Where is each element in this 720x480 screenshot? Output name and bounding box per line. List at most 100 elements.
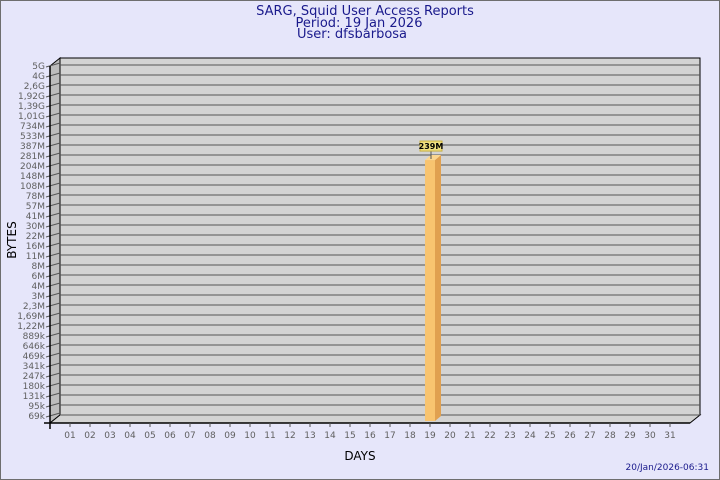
y-tick-mark	[45, 232, 61, 238]
x-axis-label: DAYS	[344, 449, 375, 463]
y-tick-label: 95k	[28, 402, 45, 412]
y-tick-mark	[45, 382, 61, 388]
y-tick-label: 78M	[26, 192, 45, 202]
y-tick-mark	[45, 202, 61, 208]
plot-back-wall	[59, 57, 701, 416]
x-tick-label: 02	[84, 431, 95, 441]
x-tick-label: 05	[144, 431, 155, 441]
y-tick-mark	[45, 322, 61, 328]
y-tick-label: 281M	[20, 152, 45, 162]
y-tick-mark	[45, 242, 61, 248]
x-tick-label: 21	[464, 431, 475, 441]
y-tick-label: 734M	[20, 122, 45, 132]
bar-top	[425, 155, 441, 161]
y-tick-label: 387M	[20, 142, 45, 152]
y-tick-label: 6M	[32, 272, 46, 282]
x-tick-label: 16	[364, 431, 376, 441]
y-tick-mark	[45, 72, 61, 78]
bar-side	[435, 155, 441, 421]
y-tick-label: 41M	[26, 212, 45, 222]
y-tick-label: 469k	[23, 352, 46, 362]
x-tick-label: 19	[424, 431, 436, 441]
y-tick-mark	[45, 172, 61, 178]
x-tick-label: 04	[124, 431, 136, 441]
y-tick-mark	[45, 392, 61, 398]
y-tick-mark	[45, 342, 61, 348]
bar-label-box	[419, 140, 443, 152]
y-tick-label: 1,01G	[18, 112, 45, 122]
y-tick-label: 889k	[23, 332, 46, 342]
y-tick-mark	[45, 112, 61, 118]
chart-user: User: dfsbarbosa	[297, 27, 407, 42]
y-tick-label: 69k	[28, 412, 45, 422]
y-tick-label: 108M	[20, 182, 45, 192]
y-tick-mark	[45, 222, 61, 228]
y-tick-label: 533M	[20, 132, 45, 142]
y-tick-mark	[45, 412, 61, 418]
y-tick-mark	[45, 362, 61, 368]
y-tick-label: 1,22M	[17, 322, 45, 332]
x-tick-label: 24	[524, 431, 536, 441]
chart-title: SARG, Squid User Access Reports	[256, 4, 474, 19]
x-tick-label: 07	[184, 431, 195, 441]
y-tick-mark	[45, 102, 61, 108]
x-tick-label: 30	[644, 431, 656, 441]
y-tick-mark	[45, 332, 61, 338]
y-tick-label: 1,92G	[18, 92, 45, 102]
y-tick-mark	[45, 252, 61, 258]
y-tick-mark	[45, 162, 61, 168]
y-tick-label: 4G	[32, 72, 45, 82]
y-tick-label: 5G	[32, 62, 45, 72]
x-tick-label: 10	[244, 431, 256, 441]
y-tick-mark	[45, 402, 61, 408]
x-tick-label: 09	[224, 431, 236, 441]
x-tick-label: 12	[284, 431, 295, 441]
x-tick-label: 27	[584, 431, 595, 441]
y-tick-label: 2,3M	[23, 302, 45, 312]
x-tick-label: 08	[204, 431, 216, 441]
y-tick-label: 30M	[26, 222, 45, 232]
y-tick-label: 341k	[23, 362, 46, 372]
y-tick-label: 131k	[23, 392, 46, 402]
y-tick-mark	[45, 122, 61, 128]
x-tick-label: 11	[264, 431, 275, 441]
y-tick-mark	[45, 92, 61, 98]
y-tick-label: 22M	[26, 232, 45, 242]
x-tick-label: 17	[384, 431, 395, 441]
x-tick-label: 22	[484, 431, 495, 441]
y-tick-mark	[45, 262, 61, 268]
y-tick-label: 1,69M	[17, 312, 45, 322]
plot-floor	[48, 414, 702, 424]
x-tick-label: 28	[604, 431, 616, 441]
y-tick-label: 8M	[32, 262, 46, 272]
x-tick-label: 29	[624, 431, 636, 441]
plot-side-wall	[49, 56, 61, 425]
y-tick-label: 11M	[26, 252, 45, 262]
y-tick-mark	[45, 212, 61, 218]
x-tick-label: 01	[64, 431, 75, 441]
x-tick-label: 06	[164, 431, 176, 441]
x-tick-label: 03	[104, 431, 115, 441]
bar-front	[425, 160, 435, 421]
y-tick-mark	[45, 182, 61, 188]
y-tick-label: 57M	[26, 202, 45, 212]
chart-period: Period: 19 Jan 2026	[296, 16, 423, 31]
x-tick-label: 23	[504, 431, 515, 441]
y-tick-label: 1,39G	[18, 102, 45, 112]
x-tick-label: 20	[444, 431, 456, 441]
y-axis-label: BYTES	[5, 221, 19, 258]
y-tick-mark	[45, 292, 61, 298]
x-tick-label: 18	[404, 431, 416, 441]
y-tick-label: 16M	[26, 242, 45, 252]
y-tick-label: 4M	[32, 282, 46, 292]
x-tick-label: 13	[304, 431, 315, 441]
x-tick-label: 15	[344, 431, 355, 441]
generated-timestamp: 20/Jan/2026-06:31	[626, 463, 709, 473]
x-tick-label: 31	[664, 431, 675, 441]
y-tick-mark	[45, 282, 61, 288]
y-tick-label: 148M	[20, 172, 45, 182]
y-tick-mark	[45, 302, 61, 308]
y-tick-label: 204M	[20, 162, 45, 172]
y-tick-mark	[45, 312, 61, 318]
